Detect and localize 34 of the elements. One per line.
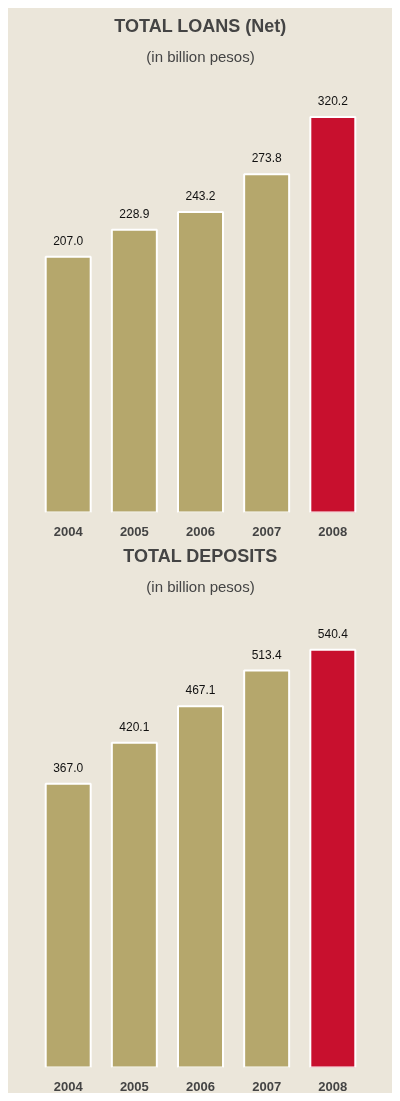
chart-title: TOTAL DEPOSITS	[123, 545, 278, 566]
data-label: 367.0	[53, 760, 84, 775]
bar	[110, 741, 158, 1068]
bar	[243, 669, 291, 1068]
x-tick-label: 2006	[186, 523, 215, 539]
bar	[110, 228, 158, 513]
x-tick-label: 2008	[318, 1078, 348, 1094]
x-tick-label: 2007	[252, 1078, 282, 1094]
bar	[44, 255, 92, 513]
bar	[243, 173, 291, 513]
data-label: 228.9	[119, 206, 150, 221]
x-tick-label: 2005	[119, 1078, 149, 1094]
bar	[44, 782, 92, 1068]
data-label: 243.2	[185, 189, 216, 204]
data-label: 320.2	[317, 93, 349, 108]
data-label: 540.4	[317, 626, 349, 641]
x-tick-label: 2004	[53, 1078, 84, 1094]
data-label: 513.4	[251, 647, 282, 662]
x-tick-label: 2005	[119, 523, 149, 539]
x-tick-label: 2007	[252, 523, 282, 539]
bar	[177, 211, 224, 513]
data-label: 420.1	[119, 719, 150, 734]
x-tick-label: 2006	[186, 1078, 215, 1094]
bar	[309, 115, 357, 513]
x-tick-label: 2008	[318, 523, 348, 539]
chart-subtitle: (in billion pesos)	[146, 577, 255, 595]
bar	[177, 705, 224, 1068]
bar	[309, 648, 357, 1068]
x-tick-label: 2004	[53, 523, 84, 539]
chart-subtitle: (in billion pesos)	[146, 47, 255, 65]
data-label: 467.1	[185, 683, 216, 698]
chart-title: TOTAL LOANS (Net)	[114, 15, 287, 36]
data-label: 207.0	[53, 233, 84, 248]
data-label: 273.8	[251, 151, 282, 166]
